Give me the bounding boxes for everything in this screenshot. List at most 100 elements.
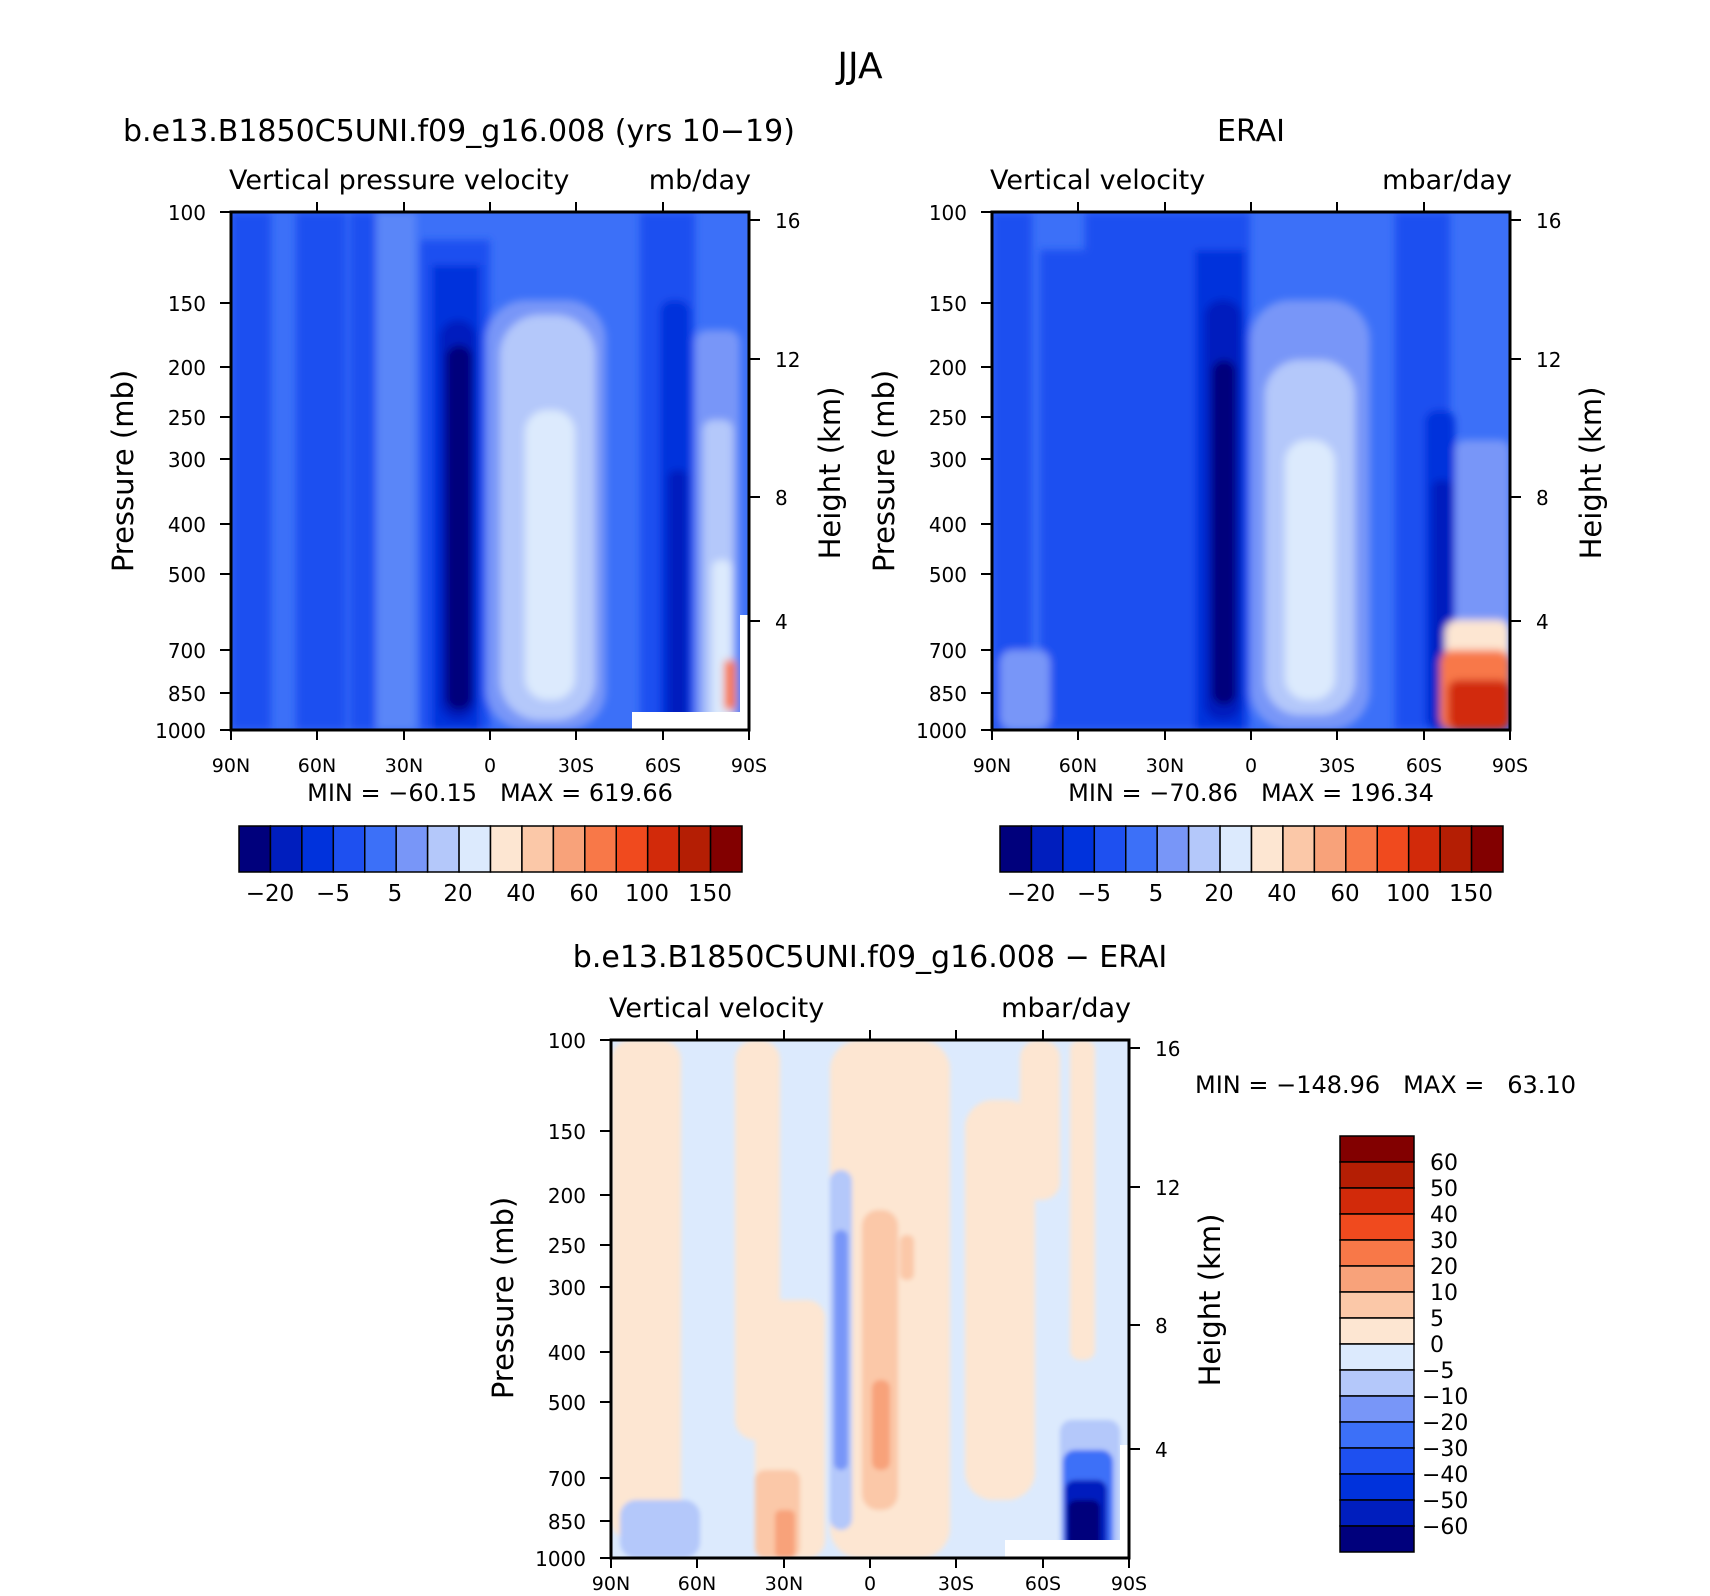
colorbar-swatch <box>1339 1317 1415 1345</box>
min-max-readout: MIN = −148.96 MAX = 63.10 <box>1195 1071 1576 1099</box>
y-tick-label: 200 <box>548 1184 586 1208</box>
colorbar-label: 60 <box>569 881 598 907</box>
colorbar-swatch <box>1470 825 1504 873</box>
panel-subtitle-left: Vertical velocity <box>990 165 1205 196</box>
y-axis-left: 100 150 200 250 300 400 500 700 850 1000… <box>867 201 992 743</box>
colorbar-swatch <box>1439 825 1473 873</box>
colorbar-label: 20 <box>1430 1255 1458 1280</box>
colorbar-swatch <box>709 825 743 873</box>
field-mask <box>1120 1445 1129 1558</box>
colorbar-swatch <box>395 825 429 873</box>
colorbar-swatch <box>1339 1161 1415 1189</box>
colorbar-swatch <box>584 825 617 873</box>
colorbar-swatch <box>552 825 586 873</box>
y-right-tick-label: 8 <box>775 486 788 510</box>
panel-subtitle-right: mbar/day <box>1001 993 1131 1024</box>
field-band <box>446 345 472 710</box>
panel-subtitle-right: mbar/day <box>1382 165 1512 196</box>
y-tick-label: 850 <box>548 1510 586 1534</box>
x-tick-label: 90N <box>592 1573 630 1595</box>
y-right-axis-label: Height (km) <box>813 387 847 560</box>
colorbar-swatch <box>1345 825 1378 873</box>
x-tick-label: 30S <box>1319 755 1355 777</box>
colorbar-swatch <box>1125 825 1158 873</box>
colorbar-label: 100 <box>625 881 669 907</box>
colorbar-swatch <box>521 825 555 873</box>
field-band <box>296 212 346 730</box>
field-band <box>231 212 271 730</box>
y-tick-label: 250 <box>168 406 206 430</box>
y-tick-label: 400 <box>168 513 206 537</box>
x-tick-label: 60N <box>678 1573 716 1595</box>
y-tick-label: 700 <box>929 639 967 663</box>
y-tick-label: 150 <box>168 292 206 316</box>
y-tick-label: 150 <box>929 292 967 316</box>
panel-subtitle-left: Vertical pressure velocity <box>229 165 569 196</box>
y-right-tick-label: 16 <box>775 209 800 233</box>
min-max-readout: MIN = −60.15 MAX = 619.66 <box>307 779 673 807</box>
y-tick-label: 1000 <box>155 719 206 743</box>
colorbar-label: 60 <box>1330 881 1359 907</box>
colorbar-swatch <box>269 825 303 873</box>
colorbar-label: 150 <box>688 881 732 907</box>
colorbar-label: −5 <box>316 881 350 907</box>
colorbar-swatch <box>1339 1421 1415 1449</box>
y-axis-right: 16 12 8 4 Height (km) <box>749 209 847 634</box>
colorbar-swatch <box>1030 825 1064 873</box>
x-tick-label: 90S <box>731 755 767 777</box>
colorbar-label: 40 <box>1430 1203 1458 1228</box>
colorbar-swatch <box>1339 1525 1415 1553</box>
colorbar-label: 0 <box>1430 1333 1444 1358</box>
colorbar-label: −5 <box>1422 1359 1454 1384</box>
colorbar-swatch <box>458 825 492 873</box>
y-tick-label: 250 <box>929 406 967 430</box>
field-band <box>775 1510 795 1558</box>
field-band <box>965 1100 1035 1500</box>
colorbar-swatch <box>364 825 397 873</box>
colorbar-swatch <box>238 825 272 873</box>
colorbar-swatch <box>678 825 712 873</box>
plot-field <box>611 1040 1129 1558</box>
x-axis: 90N 60N 30N 0 30S 60S 90S <box>592 1030 1147 1595</box>
panel-title: ERAI <box>1217 114 1285 149</box>
field-band <box>376 212 416 730</box>
colorbar-label: 60 <box>1430 1151 1458 1176</box>
x-tick-label: 60N <box>298 755 336 777</box>
y-tick-label: 300 <box>929 448 967 472</box>
panel-title: b.e13.B1850C5UNI.f09_g16.008 (yrs 10−19) <box>123 114 795 149</box>
colorbar-label: −20 <box>1422 1411 1468 1436</box>
y-tick-label: 700 <box>548 1467 586 1491</box>
x-tick-label: 0 <box>484 755 496 777</box>
x-axis: 90N 60N 30N 0 30S 60S 90S <box>973 202 1528 777</box>
colorbar-swatch <box>1187 825 1221 873</box>
y-right-tick-label: 16 <box>1536 209 1561 233</box>
colorbar-swatch <box>1407 825 1441 873</box>
y-tick-label: 100 <box>548 1029 586 1053</box>
colorbar-swatch <box>1339 1395 1415 1423</box>
colorbar: 60 50 40 30 20 10 5 0 −5 −10 −20 −30 −40… <box>1339 1135 1468 1553</box>
x-tick-label: 90N <box>212 755 250 777</box>
colorbar-swatch <box>1339 1135 1415 1163</box>
y-right-tick-label: 16 <box>1155 1037 1180 1061</box>
y-tick-label: 700 <box>168 639 206 663</box>
y-right-tick-label: 12 <box>1536 348 1561 372</box>
y-right-tick-label: 8 <box>1536 486 1549 510</box>
field-band <box>1040 250 1085 730</box>
field-band <box>992 212 1032 730</box>
colorbar: −20 −5 5 20 40 60 100 150 <box>238 825 743 907</box>
y-tick-label: 100 <box>929 201 967 225</box>
y-tick-label: 100 <box>168 201 206 225</box>
x-tick-label: 30S <box>938 1573 974 1595</box>
y-axis-label: Pressure (mb) <box>486 1197 520 1399</box>
field-mask <box>632 712 749 730</box>
field-band <box>1070 1040 1095 1360</box>
colorbar-swatch <box>426 825 460 873</box>
x-tick-label: 90S <box>1492 755 1528 777</box>
y-tick-label: 850 <box>168 682 206 706</box>
y-right-axis-label: Height (km) <box>1574 387 1608 560</box>
y-tick-label: 1000 <box>535 1547 586 1571</box>
panel-title: b.e13.B1850C5UNI.f09_g16.008 − ERAI <box>573 940 1167 975</box>
colorbar-label: 150 <box>1449 881 1493 907</box>
colorbar-swatch <box>1339 1499 1415 1527</box>
